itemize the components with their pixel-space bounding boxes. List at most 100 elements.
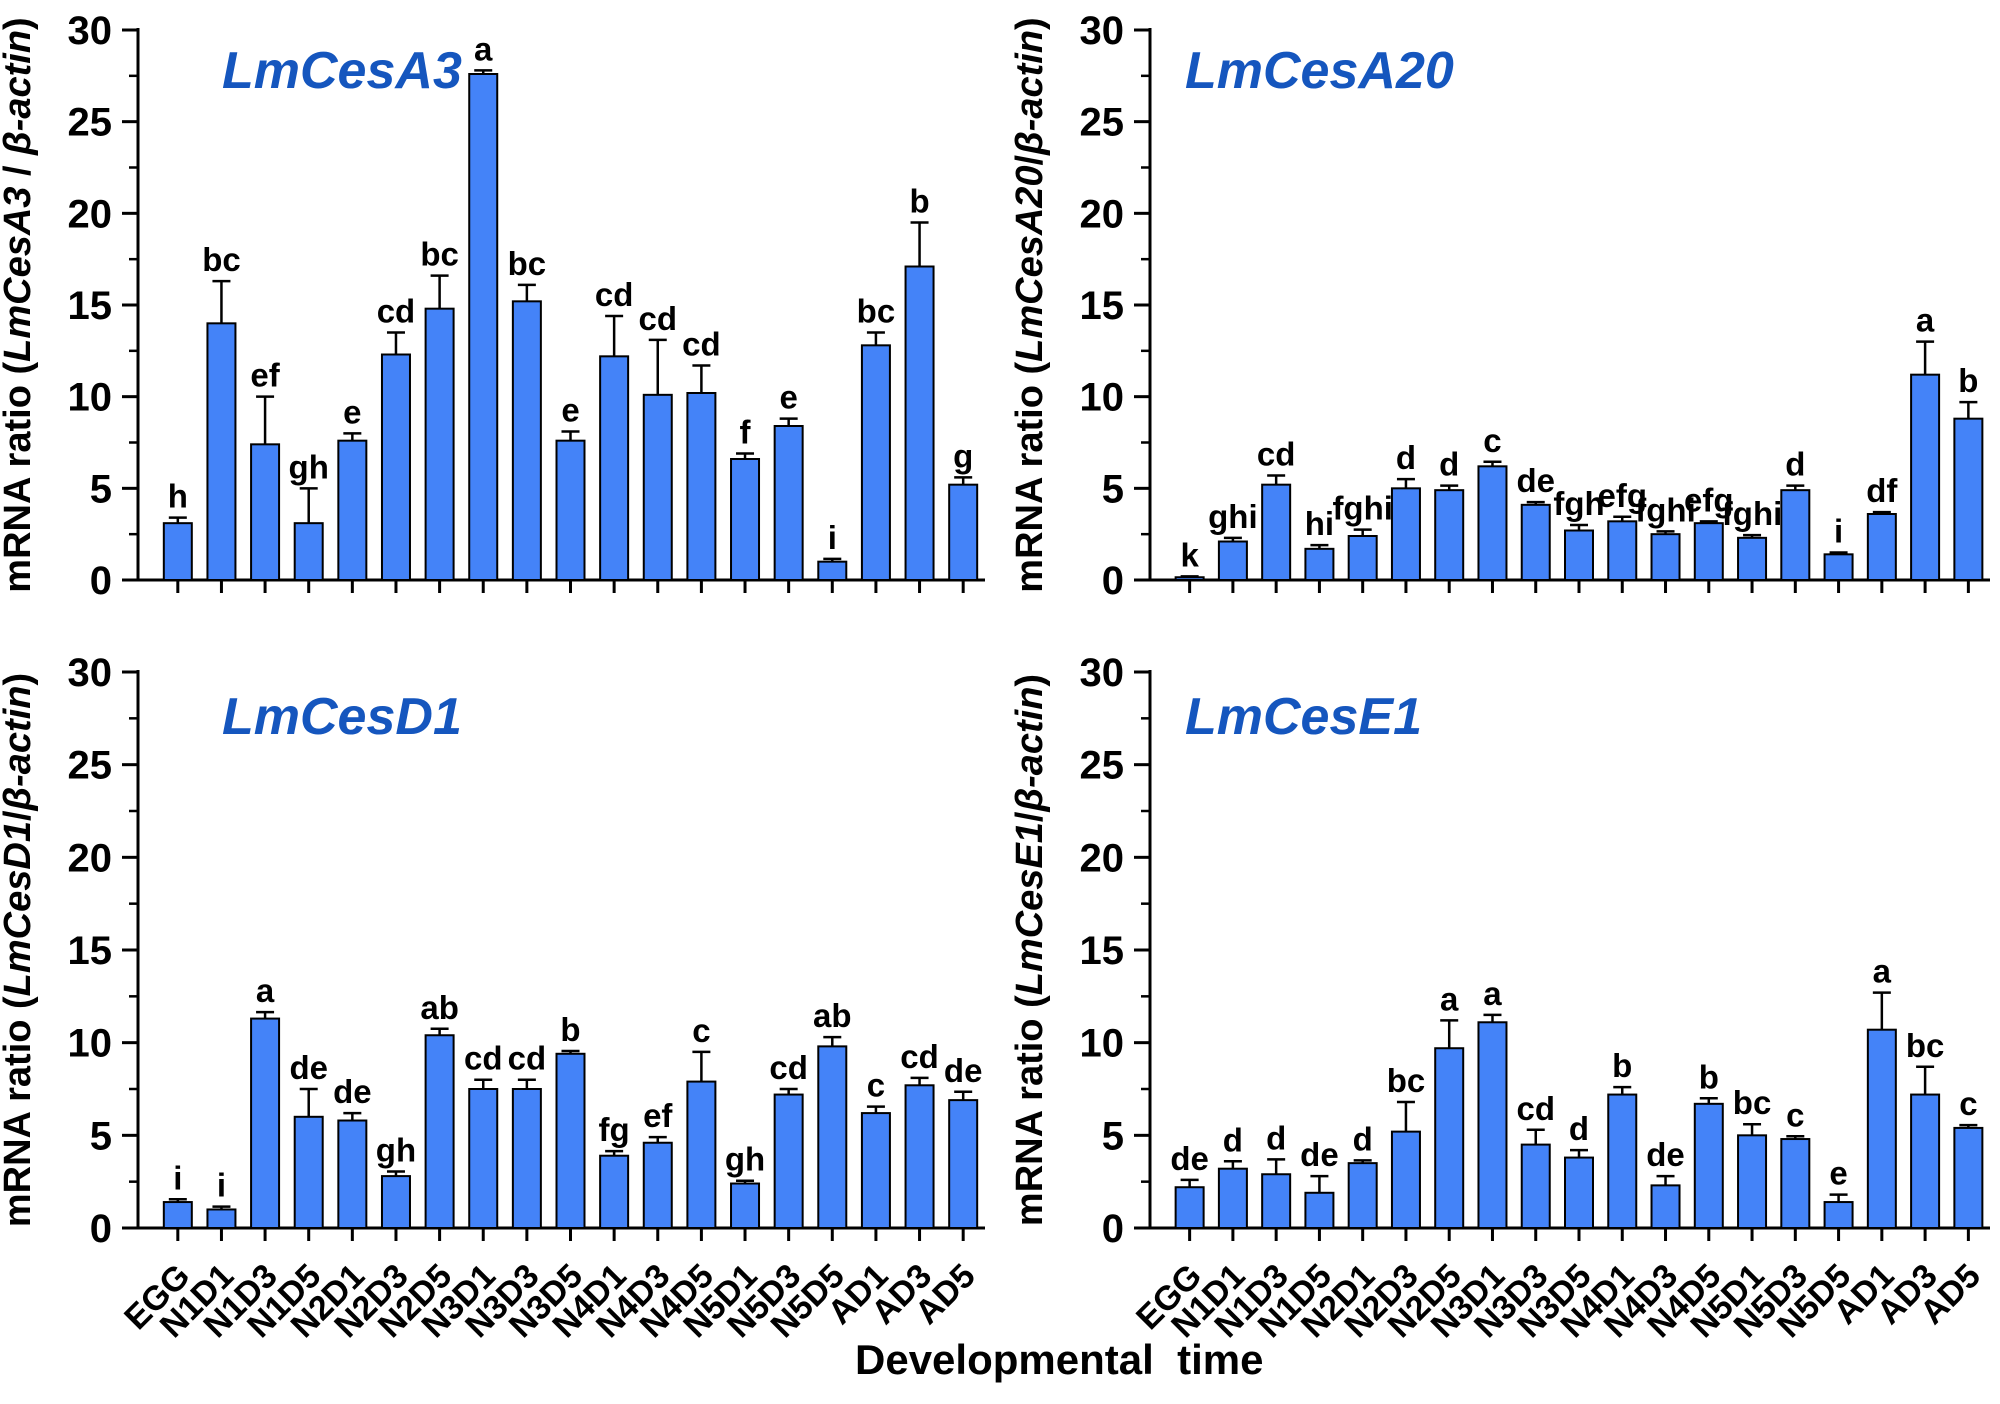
y-tick-label: 30 <box>68 651 113 695</box>
bar-EGG <box>1174 576 1205 581</box>
bar-N3D5 <box>1564 529 1594 581</box>
bar-N5D3 <box>773 425 804 581</box>
sig-letter: de <box>333 1073 372 1110</box>
bar-AD3 <box>904 1084 935 1229</box>
sig-letter: b <box>560 1011 580 1048</box>
bar-N1D5 <box>1304 547 1335 581</box>
bar-N5D5 <box>1823 553 1854 581</box>
sig-letter: c <box>692 1012 710 1049</box>
bar-EGG <box>162 522 193 582</box>
bar-N5D1 <box>730 458 761 581</box>
sig-letter: gh <box>289 448 329 485</box>
sig-letter: d <box>1569 1110 1589 1147</box>
y-tick-label: 15 <box>68 929 113 973</box>
sig-letter: e <box>1829 1155 1847 1192</box>
sig-letter: cd <box>377 293 416 330</box>
bar-N1D5 <box>293 522 324 582</box>
bar-N2D5 <box>424 307 455 581</box>
sig-letter: bc <box>857 293 896 330</box>
sig-letter: cd <box>508 1040 547 1077</box>
bar-N3D1 <box>1477 465 1508 582</box>
y-tick-label: 25 <box>68 101 113 145</box>
bar-N4D5 <box>686 392 717 581</box>
sig-letter: a <box>474 30 493 67</box>
bar-N3D5 <box>555 439 586 581</box>
sig-letter: bc <box>202 241 241 278</box>
sig-letter: d <box>1353 1120 1373 1157</box>
bar-N2D5 <box>1434 1047 1465 1230</box>
sig-letter: i <box>217 1167 226 1204</box>
sig-letter: a <box>1483 975 1502 1012</box>
y-tick-label: 25 <box>1080 101 1125 145</box>
y-tick-label: 15 <box>1080 284 1125 328</box>
sig-letter: ef <box>643 1097 673 1134</box>
bar-N1D1 <box>1217 1167 1248 1230</box>
y-tick-label: 10 <box>68 376 113 420</box>
sig-letter: bc <box>420 236 459 273</box>
sig-letter: a <box>1873 953 1892 990</box>
y-axis-label: mRNA ratio (LmCesA20/β-actin) <box>1009 17 1051 592</box>
sig-letter: d <box>1223 1121 1243 1158</box>
sig-letter: cd <box>769 1049 808 1086</box>
sig-letter: ab <box>420 989 459 1026</box>
bar-N2D3 <box>1390 1130 1421 1230</box>
bar-N1D1 <box>1217 540 1248 581</box>
bar-N1D3 <box>250 1017 281 1229</box>
sig-letter: b <box>1612 1047 1632 1084</box>
bar-N2D1 <box>337 1119 368 1230</box>
bar-N3D5 <box>555 1052 586 1229</box>
y-tick-label: 0 <box>1102 1207 1124 1251</box>
y-tick-label: 5 <box>90 1114 112 1158</box>
sig-letter: gh <box>376 1131 416 1168</box>
y-tick-label: 10 <box>1080 376 1125 420</box>
bar-N2D1 <box>337 439 368 581</box>
bar-N2D3 <box>380 353 411 581</box>
y-tick-label: 30 <box>1080 651 1125 695</box>
bar-N4D1 <box>1607 520 1638 581</box>
bar-N3D3 <box>511 1088 542 1229</box>
sig-letter: b <box>909 183 929 220</box>
sig-letter: cd <box>1516 1090 1555 1127</box>
sig-letter: de <box>1300 1136 1339 1173</box>
bar-N4D1 <box>599 355 630 582</box>
sig-letter: de <box>1516 462 1555 499</box>
y-tick-label: 10 <box>68 1022 113 1066</box>
sig-letter: f <box>740 414 752 451</box>
bar-N2D3 <box>380 1175 411 1230</box>
bar-N4D1 <box>1607 1093 1638 1230</box>
chart-LmCesE1: 051015202530deEGGdN1D1dN1D3deN1D5dN2D1bc… <box>1009 651 1990 1345</box>
sig-letter: ab <box>813 997 852 1034</box>
y-axis-label: mRNA ratio (LmCesA3 / β-actin) <box>0 17 39 592</box>
sig-letter: efg <box>1598 477 1648 514</box>
bar-AD3 <box>904 265 935 581</box>
sig-letter: c <box>1483 422 1501 459</box>
bar-N4D3 <box>1650 533 1681 582</box>
bar-AD1 <box>1866 513 1897 581</box>
bar-N1D3 <box>250 443 281 582</box>
sig-letter: e <box>343 393 361 430</box>
sig-letter: hi <box>1305 505 1334 542</box>
chart-title: LmCesA20 <box>1185 42 1454 100</box>
bar-N5D3 <box>1780 489 1811 581</box>
bar-N2D5 <box>1434 489 1465 581</box>
sig-letter: e <box>779 379 797 416</box>
bar-N1D5 <box>293 1115 324 1230</box>
bar-N4D5 <box>1693 1102 1724 1229</box>
bar-N2D1 <box>1347 535 1378 581</box>
y-tick-label: 15 <box>1080 929 1125 973</box>
y-tick-label: 30 <box>1080 9 1125 53</box>
y-axis-label: mRNA ratio (LmCesD1/β-actin) <box>0 673 39 1227</box>
bar-N5D3 <box>773 1093 804 1230</box>
sig-letter: d <box>1785 446 1805 483</box>
bar-N2D5 <box>424 1034 455 1229</box>
sig-letter: d <box>1396 439 1416 476</box>
chart-title: LmCesE1 <box>1185 688 1422 746</box>
sig-letter: cd <box>595 276 634 313</box>
bar-N2D3 <box>1390 487 1421 582</box>
bar-N1D1 <box>206 1208 237 1230</box>
y-tick-label: 10 <box>1080 1022 1125 1066</box>
sig-letter: df <box>1866 472 1898 509</box>
sig-letter: i <box>173 1159 182 1196</box>
sig-letter: cd <box>1257 436 1296 473</box>
